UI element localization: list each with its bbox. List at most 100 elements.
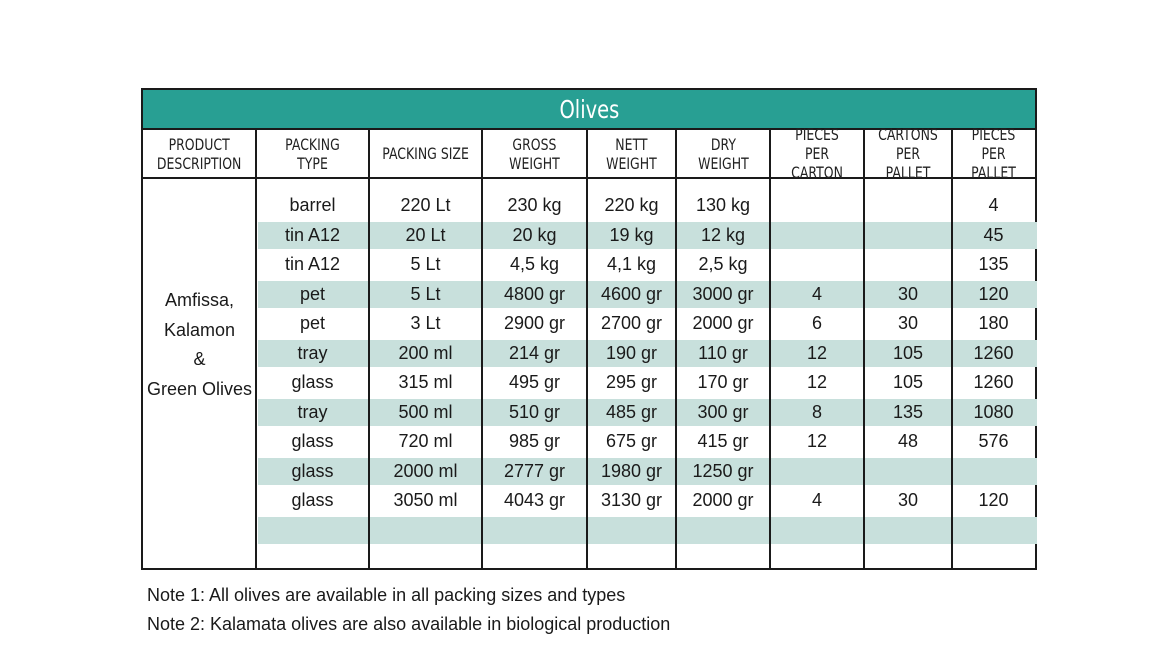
column-divider	[675, 130, 677, 568]
row-band	[258, 457, 1037, 485]
header-pieces-per-pallet: PIECES PER PALLET	[971, 125, 1016, 182]
table-row: tin A12 20 Lt 20 kg 19 kg 12 kg 45	[143, 221, 1035, 251]
cell-nett-weight: 19 kg	[609, 224, 654, 245]
cell-gross-weight: 985 gr	[508, 431, 561, 451]
cell-cartons-per-pallet	[864, 191, 952, 221]
cell-pieces-per-pallet	[952, 516, 1035, 546]
cell-packing-type: tin A12	[284, 254, 341, 274]
header-packing-size: PACKING SIZE	[382, 144, 469, 163]
table-row: glass 3050 ml 4043 gr 3130 gr 2000 gr 4 30 120	[143, 486, 1035, 516]
cell-pieces-per-pallet: 120	[978, 283, 1009, 304]
cell-cartons-per-pallet: 48	[897, 431, 919, 451]
cell-pieces-per-carton	[770, 457, 864, 487]
column-divider	[586, 130, 588, 568]
cell-nett-weight: 4600 gr	[600, 283, 663, 304]
cell-pieces-per-carton	[770, 221, 864, 251]
notes: Note 1: All olives are available in all …	[147, 581, 670, 638]
header-cartons-per-pallet: CARTONS PER PALLET	[878, 125, 938, 182]
cell-nett-weight: 675 gr	[605, 431, 658, 451]
table-header-row: PRODUCT DESCRIPTION PACKING TYPE PACKING S…	[143, 125, 1035, 182]
cell-nett-weight: 4,1 kg	[606, 254, 657, 274]
cell-gross-weight: 4800 gr	[503, 283, 566, 304]
cell-dry-weight: 130 kg	[695, 195, 751, 215]
cell-cartons-per-pallet: 30	[897, 490, 919, 510]
cell-pieces-per-carton: 6	[811, 313, 822, 333]
table-row: tray 500 ml 510 gr 485 gr 300 gr 8 135 1080	[143, 398, 1035, 428]
cell-cartons-per-pallet: 135	[892, 401, 924, 422]
cell-packing-type: tray	[297, 401, 328, 422]
cell-pieces-per-carton: 8	[811, 401, 822, 422]
cell-packing-type: pet	[299, 313, 326, 333]
cell-pieces-per-carton: 12	[806, 431, 828, 451]
cell-gross-weight: 2777 gr	[503, 460, 566, 481]
cell-cartons-per-pallet: 105	[892, 342, 924, 363]
column-divider	[255, 130, 257, 568]
cell-cartons-per-pallet: 30	[897, 283, 919, 304]
cell-gross-weight	[482, 516, 587, 546]
product-description-cell: Amfissa, Kalamon & Green Olives	[143, 286, 256, 404]
cell-pieces-per-carton	[770, 516, 864, 546]
cell-packing-size: 500 ml	[398, 401, 453, 422]
column-divider	[481, 130, 483, 568]
row-band	[258, 221, 1037, 249]
note-1: Note 1: All olives are available in all …	[147, 585, 626, 605]
cell-packing-type: barrel	[289, 195, 336, 215]
cell-packing-type: pet	[299, 283, 326, 304]
cell-gross-weight: 4043 gr	[503, 490, 566, 510]
cell-pieces-per-pallet: 576	[978, 431, 1009, 451]
cell-nett-weight: 220 kg	[604, 195, 659, 215]
table-row: tray 200 ml 214 gr 190 gr 110 gr 12 105 1260	[143, 339, 1035, 369]
cell-cartons-per-pallet	[864, 516, 952, 546]
cell-cartons-per-pallet: 105	[892, 372, 924, 392]
cell-cartons-per-pallet	[864, 221, 952, 251]
cell-packing-type: glass	[291, 431, 334, 451]
cell-dry-weight: 170 gr	[697, 372, 749, 392]
table-row: tin A12 5 Lt 4,5 kg 4,1 kg 2,5 kg 135	[143, 250, 1035, 280]
cell-pieces-per-pallet	[952, 457, 1035, 487]
header-product-description: PRODUCT DESCRIPTION	[157, 134, 242, 173]
product-description-line: Kalamon	[163, 319, 236, 340]
cell-packing-size: 3050 ml	[393, 490, 458, 510]
cell-nett-weight: 190 gr	[605, 342, 658, 363]
header-pieces-per-carton: PIECES PER CARTON	[791, 125, 843, 182]
cell-gross-weight: 20 kg	[512, 224, 557, 245]
cell-packing-size: 200 ml	[398, 342, 453, 363]
cell-packing-size: 720 ml	[398, 431, 453, 451]
row-band	[258, 280, 1037, 308]
cell-pieces-per-pallet: 1260	[973, 342, 1014, 363]
cell-nett-weight: 1980 gr	[600, 460, 663, 481]
cell-packing-size	[369, 516, 482, 546]
cell-packing-type: glass	[291, 372, 334, 392]
cell-gross-weight: 510 gr	[508, 401, 561, 422]
cell-pieces-per-carton	[770, 191, 864, 221]
cell-gross-weight: 230 kg	[507, 195, 562, 215]
cell-nett-weight: 485 gr	[605, 401, 658, 422]
header-dry-weight: DRY WEIGHT	[697, 134, 749, 173]
table-row: pet 3 Lt 2900 gr 2700 gr 2000 gr 6 30 180	[143, 309, 1035, 339]
row-band	[258, 516, 1037, 544]
cell-packing-size: 3 Lt	[410, 313, 441, 333]
cell-pieces-per-carton: 12	[806, 372, 828, 392]
cell-gross-weight: 4,5 kg	[509, 254, 560, 274]
cell-pieces-per-carton: 4	[811, 283, 822, 304]
header-gross-weight: GROSS WEIGHT	[509, 134, 560, 173]
cell-packing-type	[256, 516, 369, 546]
column-divider	[769, 130, 771, 568]
cell-packing-size: 220 Lt	[400, 195, 451, 215]
table-row: barrel 220 Lt 230 kg 220 kg 130 kg 4	[143, 191, 1035, 221]
table-row	[143, 516, 1035, 546]
cell-pieces-per-carton	[770, 250, 864, 280]
olives-table: Olives PRODUCT DESCRIPTION PACKING TYPE PA…	[141, 88, 1037, 570]
cell-packing-size: 5 Lt	[410, 283, 441, 304]
cell-cartons-per-pallet: 30	[897, 313, 919, 333]
table-row: glass 2000 ml 2777 gr 1980 gr 1250 gr	[143, 457, 1035, 487]
table-row: glass 720 ml 985 gr 675 gr 415 gr 12 48 576	[143, 427, 1035, 457]
cell-gross-weight: 2900 gr	[503, 313, 566, 333]
cell-pieces-per-pallet: 45	[983, 224, 1004, 245]
cell-pieces-per-pallet: 120	[978, 490, 1009, 510]
cell-packing-size: 2000 ml	[393, 460, 458, 481]
column-divider	[368, 130, 370, 568]
cell-pieces-per-pallet: 180	[978, 313, 1009, 333]
cell-dry-weight: 300 gr	[697, 401, 749, 422]
cell-nett-weight: 2700 gr	[600, 313, 663, 333]
